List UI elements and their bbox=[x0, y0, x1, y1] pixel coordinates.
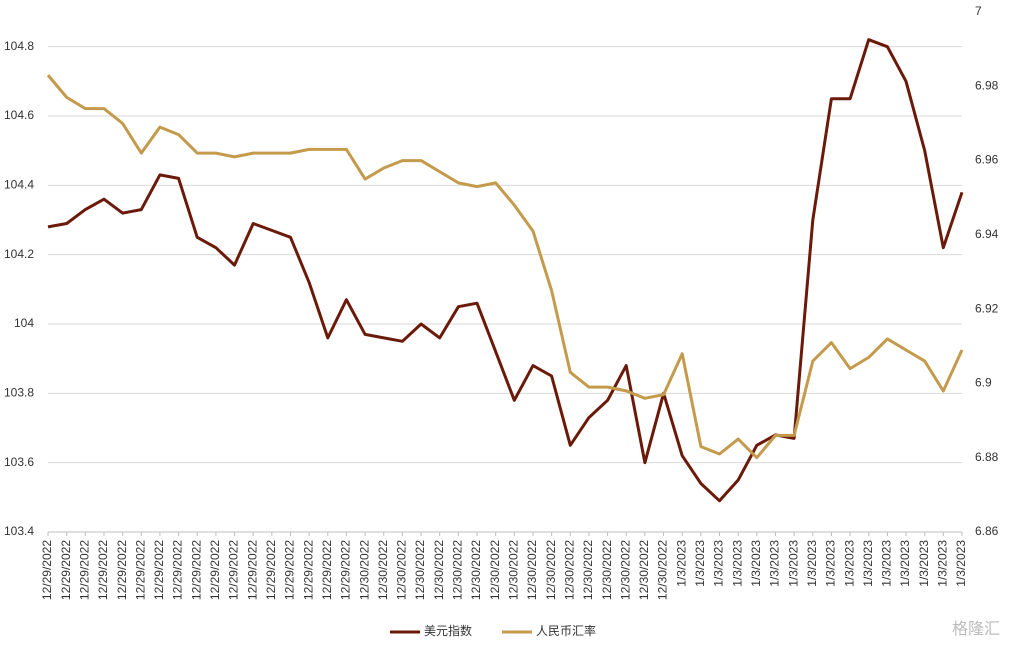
x-tick-label: 1/3/2023 bbox=[730, 540, 744, 587]
x-tick-label: 1/3/2023 bbox=[768, 540, 782, 587]
x-tick-label: 12/29/2022 bbox=[96, 540, 110, 600]
x-tick-label: 12/30/2022 bbox=[600, 540, 614, 600]
x-tick-label: 12/30/2022 bbox=[637, 540, 651, 600]
y2-tick-label: 6.86 bbox=[975, 524, 999, 538]
x-tick-label: 12/29/2022 bbox=[77, 540, 91, 600]
x-tick-label: 12/30/2022 bbox=[581, 540, 595, 600]
x-tick-label: 12/30/2022 bbox=[618, 540, 632, 600]
x-tick-label: 12/29/2022 bbox=[171, 540, 185, 600]
x-tick-label: 1/3/2023 bbox=[674, 540, 688, 587]
legend-label: 人民币汇率 bbox=[536, 623, 596, 638]
x-tick-label: 1/3/2023 bbox=[712, 540, 726, 587]
x-tick-label: 1/3/2023 bbox=[936, 540, 950, 587]
x-tick-label: 12/30/2022 bbox=[395, 540, 409, 600]
series-line bbox=[46, 74, 964, 460]
y-tick-label: 103.4 bbox=[4, 524, 34, 538]
x-tick-label: 12/29/2022 bbox=[59, 540, 73, 600]
x-tick-label: 12/30/2022 bbox=[357, 540, 371, 600]
x-tick-label: 12/30/2022 bbox=[506, 540, 520, 600]
x-tick-label: 12/29/2022 bbox=[283, 540, 297, 600]
x-tick-label: 12/29/2022 bbox=[152, 540, 166, 600]
x-tick-label: 12/30/2022 bbox=[451, 540, 465, 600]
x-tick-label: 12/30/2022 bbox=[656, 540, 670, 600]
x-tick-label: 12/29/2022 bbox=[189, 540, 203, 600]
x-tick-label: 1/3/2023 bbox=[898, 540, 912, 587]
y-tick-label: 103.6 bbox=[4, 455, 34, 469]
x-tick-label: 1/3/2023 bbox=[693, 540, 707, 587]
x-tick-label: 1/3/2023 bbox=[805, 540, 819, 587]
x-tick-label: 1/3/2023 bbox=[954, 540, 968, 587]
y2-tick-label: 6.96 bbox=[975, 153, 999, 167]
x-tick-label: 12/29/2022 bbox=[320, 540, 334, 600]
x-tick-label: 12/29/2022 bbox=[115, 540, 129, 600]
x-tick-label: 12/30/2022 bbox=[413, 540, 427, 600]
y-tick-label: 104.4 bbox=[4, 178, 34, 192]
x-tick-label: 12/30/2022 bbox=[432, 540, 446, 600]
y-tick-label: 104.6 bbox=[4, 108, 34, 122]
y2-tick-label: 6.9 bbox=[975, 376, 992, 390]
x-tick-label: 12/30/2022 bbox=[562, 540, 576, 600]
x-tick-label: 12/29/2022 bbox=[227, 540, 241, 600]
x-tick-label: 1/3/2023 bbox=[824, 540, 838, 587]
series-line bbox=[47, 38, 964, 503]
y2-tick-label: 6.98 bbox=[975, 78, 999, 92]
x-tick-label: 1/3/2023 bbox=[880, 540, 894, 587]
x-tick-label: 12/29/2022 bbox=[264, 540, 278, 600]
x-tick-label: 12/29/2022 bbox=[40, 540, 54, 600]
y2-tick-label: 7 bbox=[975, 4, 982, 18]
y-tick-label: 104.8 bbox=[4, 39, 34, 53]
x-tick-label: 12/29/2022 bbox=[208, 540, 222, 600]
x-tick-label: 12/30/2022 bbox=[544, 540, 558, 600]
y-tick-label: 104 bbox=[14, 316, 34, 330]
y2-tick-label: 6.88 bbox=[975, 450, 999, 464]
x-tick-label: 12/29/2022 bbox=[245, 540, 259, 600]
x-tick-label: 1/3/2023 bbox=[861, 540, 875, 587]
x-tick-label: 12/29/2022 bbox=[133, 540, 147, 600]
x-tick-label: 1/3/2023 bbox=[842, 540, 856, 587]
y2-tick-label: 6.94 bbox=[975, 227, 999, 241]
x-tick-label: 1/3/2023 bbox=[749, 540, 763, 587]
x-tick-label: 12/30/2022 bbox=[525, 540, 539, 600]
x-tick-label: 12/30/2022 bbox=[488, 540, 502, 600]
x-tick-label: 1/3/2023 bbox=[786, 540, 800, 587]
x-tick-label: 12/30/2022 bbox=[469, 540, 483, 600]
watermark: 格隆汇 bbox=[952, 620, 1000, 638]
x-tick-label: 12/30/2022 bbox=[376, 540, 390, 600]
x-tick-label: 1/3/2023 bbox=[917, 540, 931, 587]
y-tick-label: 103.8 bbox=[4, 386, 34, 400]
x-tick-label: 12/29/2022 bbox=[339, 540, 353, 600]
x-tick-label: 12/29/2022 bbox=[301, 540, 315, 600]
y-tick-label: 104.2 bbox=[4, 247, 34, 261]
legend-label: 美元指数 bbox=[424, 623, 472, 638]
y2-tick-label: 6.92 bbox=[975, 301, 999, 315]
